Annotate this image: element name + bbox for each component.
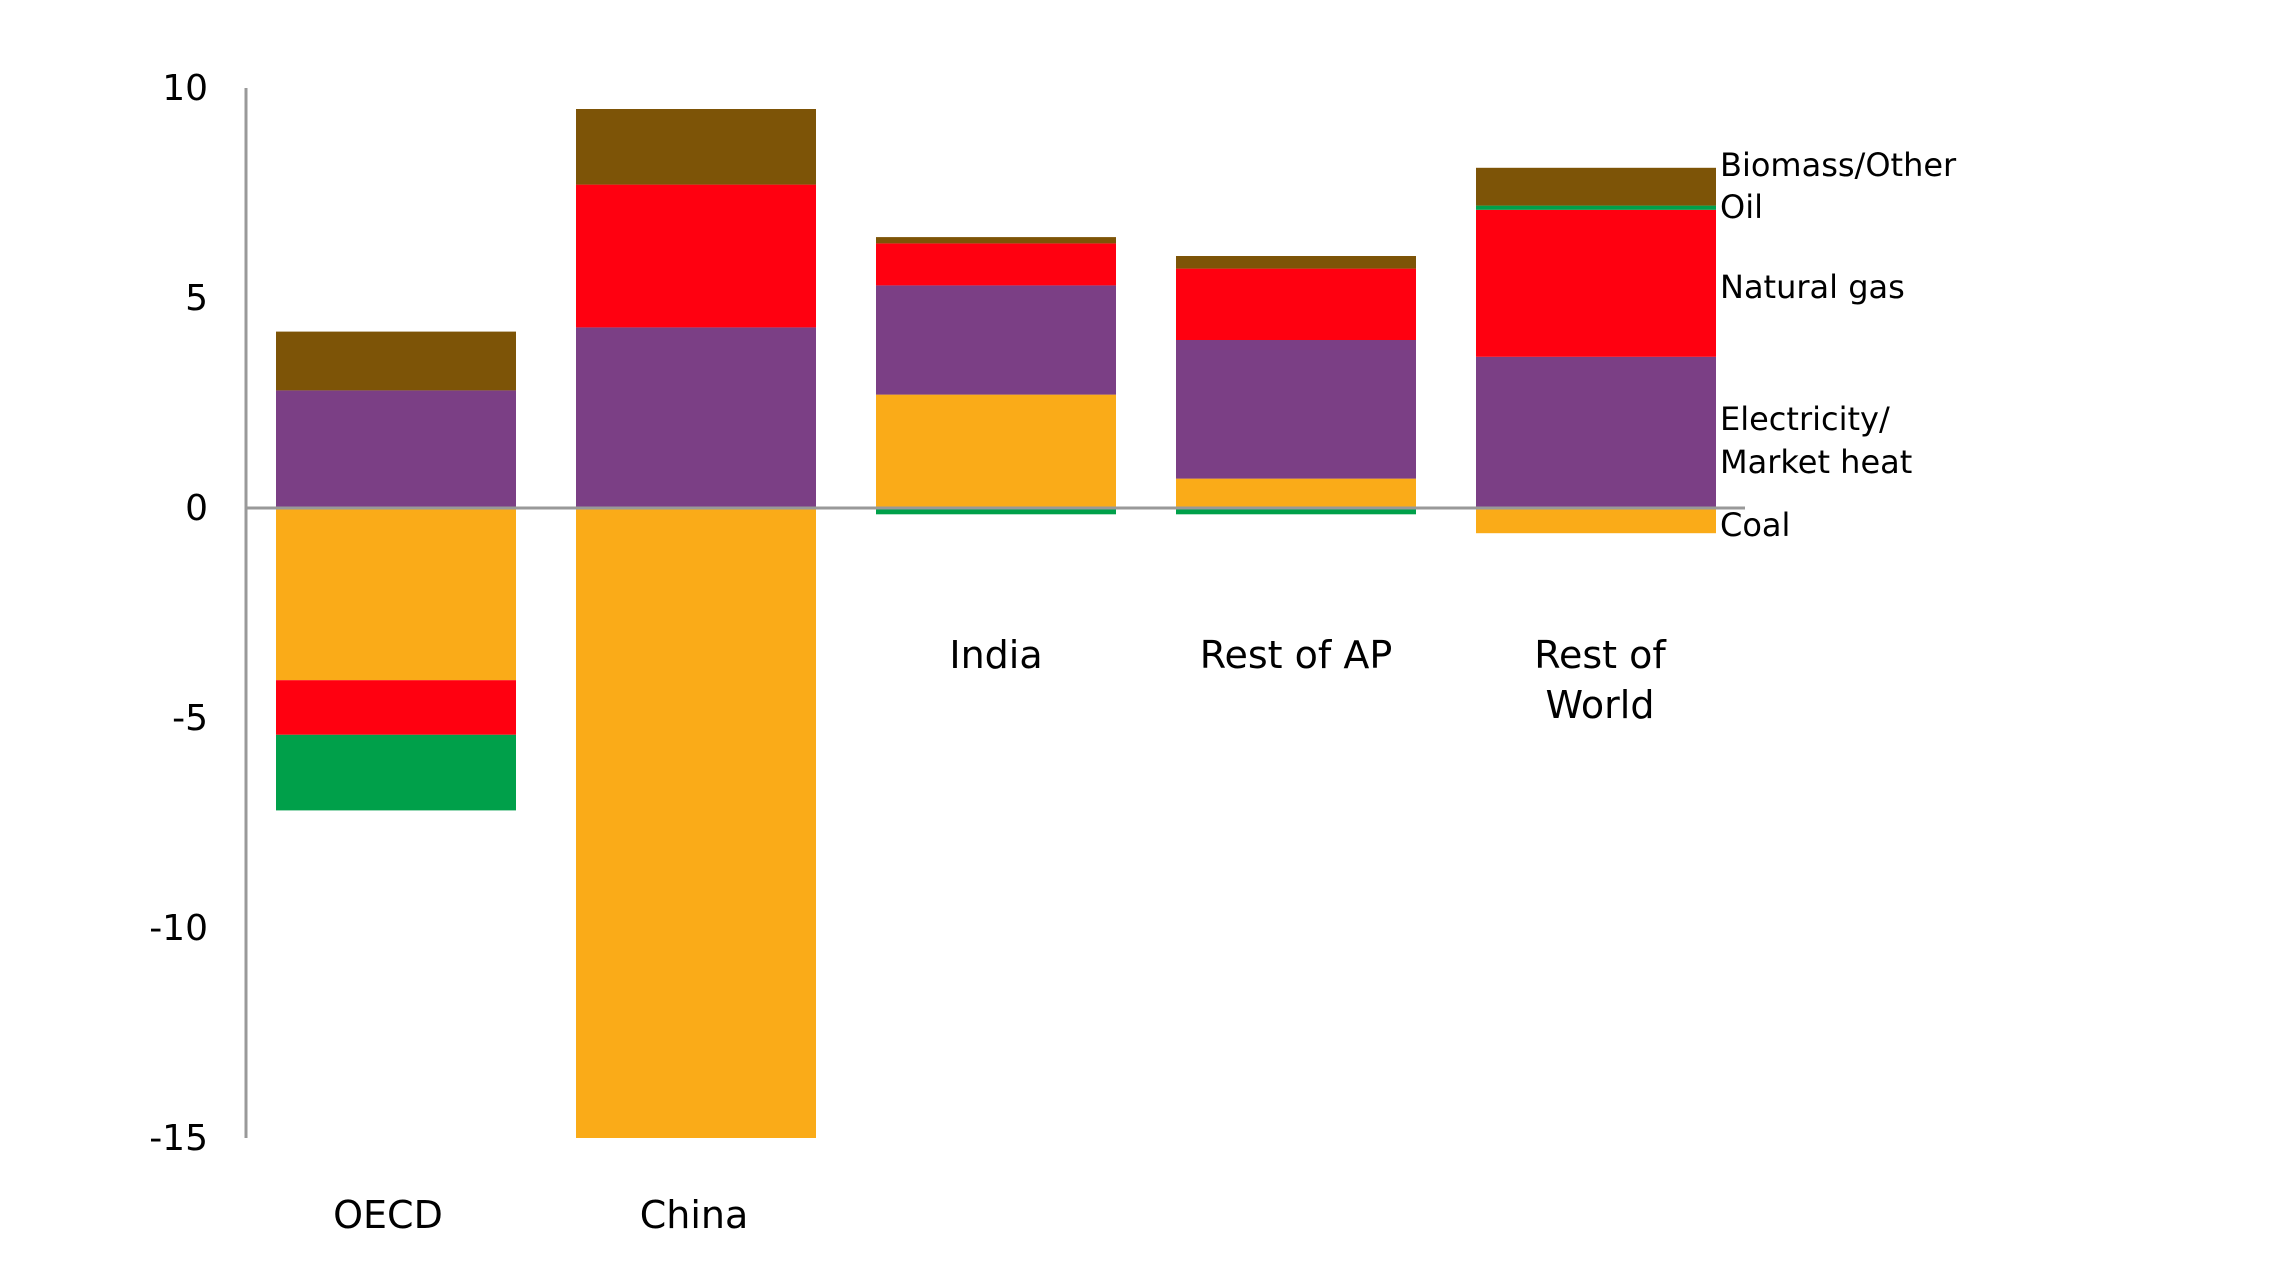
bar-segment-oil — [1476, 205, 1716, 210]
bar-segment-natural-gas — [1176, 268, 1416, 340]
y-tick-label: -10 — [149, 908, 208, 949]
legend-label-oil: Oil — [1720, 188, 1763, 226]
bar-segment-coal — [1476, 508, 1716, 534]
bar-segment-coal — [876, 394, 1116, 508]
legend-label-biomass-other: Biomass/Other — [1720, 146, 1957, 184]
y-tick-label: -5 — [172, 698, 208, 739]
bar-segment-oil — [1176, 508, 1416, 515]
legend-label-electricity-market-heat: Electricity/Market heat — [1720, 400, 1912, 481]
bar-segment-coal — [1176, 478, 1416, 508]
bar-segment-biomass-other — [1476, 167, 1716, 206]
category-label: China — [640, 1193, 749, 1237]
legend-label-natural-gas: Natural gas — [1720, 268, 1905, 306]
bar-segment-electricity-market-heat — [276, 390, 516, 508]
bar-segment-electricity-market-heat — [1476, 356, 1716, 508]
bar-segment-electricity-market-heat — [1176, 340, 1416, 479]
y-tick-label: 5 — [185, 278, 208, 319]
category-label: OECD — [333, 1193, 443, 1237]
bar-segment-electricity-market-heat — [876, 285, 1116, 395]
bar-segment-electricity-market-heat — [576, 327, 816, 508]
bar-segment-oil — [276, 734, 516, 811]
y-tick-label: 10 — [162, 68, 208, 109]
bar-segment-natural-gas — [276, 680, 516, 735]
category-label: Rest of AP — [1200, 633, 1392, 677]
category-labels: OECD China India Rest of AP Rest of World — [333, 633, 1667, 1237]
y-tick-labels: 10 5 0 -5 -10 -15 — [149, 68, 208, 1159]
y-tick-label: -15 — [149, 1118, 208, 1159]
bars-layer — [276, 109, 1716, 1138]
bar-segment-biomass-other — [1176, 256, 1416, 269]
legend: Biomass/Other Oil Natural gas Electricity/M… — [1720, 146, 1957, 544]
bar-segment-biomass-other — [276, 331, 516, 391]
bar-segment-natural-gas — [1476, 209, 1716, 357]
category-label: India — [949, 633, 1042, 677]
bar-segment-natural-gas — [876, 243, 1116, 286]
bar-segment-coal — [276, 508, 516, 681]
y-tick-label: 0 — [185, 488, 208, 529]
bar-segment-biomass-other — [876, 237, 1116, 244]
bar-segment-oil — [876, 508, 1116, 515]
bar-segment-biomass-other — [576, 109, 816, 185]
category-label: Rest of World — [1534, 633, 1667, 727]
legend-label-coal: Coal — [1720, 506, 1790, 544]
bar-segment-natural-gas — [576, 184, 816, 328]
bar-segment-coal — [576, 508, 816, 1138]
